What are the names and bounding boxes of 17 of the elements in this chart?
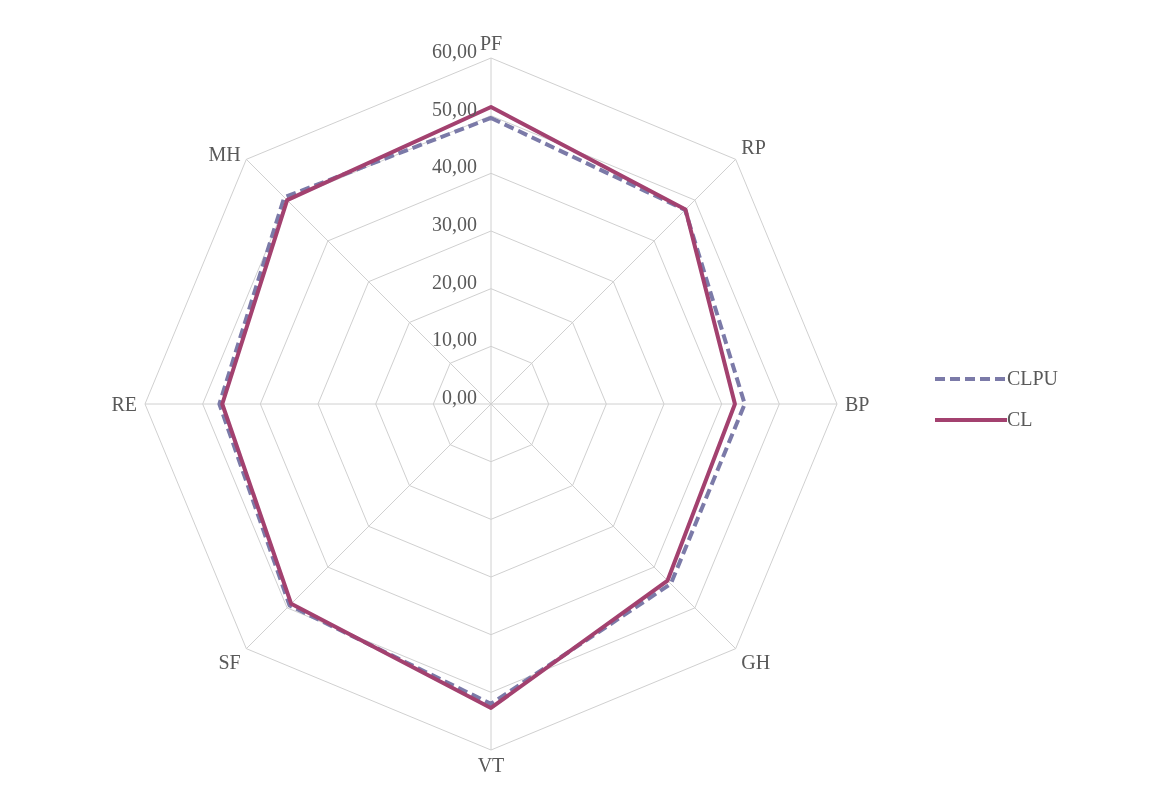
spoke-label: BP <box>845 393 870 416</box>
y-tick-label: 10,00 <box>432 328 477 351</box>
y-tick-label: 50,00 <box>432 97 477 120</box>
y-tick-label: 0,00 <box>442 386 477 408</box>
spoke-label: GH <box>741 650 771 673</box>
spoke-label: PF <box>479 32 503 54</box>
legend-label: CL <box>1006 408 1033 431</box>
y-tick-label: 40,00 <box>432 155 477 178</box>
spoke-label: MH <box>208 142 241 165</box>
spoke-label: RE <box>111 393 137 416</box>
y-tick-label: 60,00 <box>432 40 477 62</box>
legend-label: CLPU <box>1006 367 1058 390</box>
y-tick-label: 20,00 <box>432 270 477 293</box>
y-tick-label: 30,00 <box>432 213 477 235</box>
spoke-label: RP <box>741 135 766 158</box>
spoke-label: SF <box>218 650 241 673</box>
spoke-label: VT <box>477 754 505 777</box>
